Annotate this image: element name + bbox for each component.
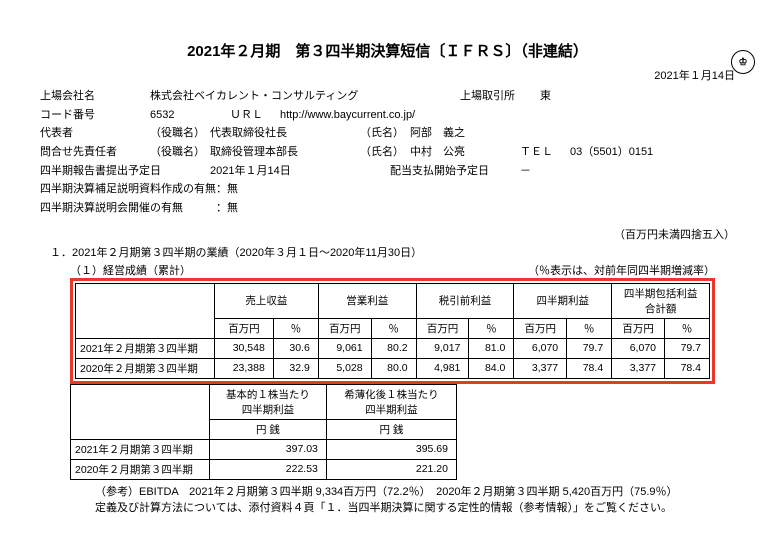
sub-1-left: （１）経営成績（累計） xyxy=(70,262,191,278)
th-pretax: 税引前利益 xyxy=(416,283,514,318)
row-label: 2020年２月期第３四半期 xyxy=(76,358,215,378)
cell: 222.53 xyxy=(210,459,327,479)
contact-title-label: （役職名） xyxy=(150,143,210,162)
exchange-label: 上場取引所 xyxy=(460,87,540,106)
th-pct: ％ xyxy=(371,318,416,338)
company-name: 株式会社ベイカレント・コンサルティング xyxy=(150,87,460,106)
th-unit: 百万円 xyxy=(318,318,371,338)
cell: 84.0 xyxy=(469,358,514,378)
contact-name: 中村 公亮 xyxy=(410,143,520,162)
rep-title-label: （役職名） xyxy=(150,124,210,143)
table-row: 2020年２月期第３四半期 23,38832.9 5,02880.0 4,981… xyxy=(76,358,710,378)
supplementary-label: 四半期決算補足説明資料作成の有無：無 xyxy=(40,180,238,199)
dividend-label: 配当支払開始予定日 xyxy=(390,162,520,181)
cell: 4,981 xyxy=(416,358,469,378)
th-unit: 百万円 xyxy=(514,318,567,338)
filing-label: 四半期報告書提出予定日 xyxy=(40,162,210,181)
th-q-profit: 四半期利益 xyxy=(514,283,612,318)
th-unit: 円 銭 xyxy=(210,419,327,439)
table-row: 2021年２月期第３四半期 30,54830.6 9,06180.2 9,017… xyxy=(76,338,710,358)
logo-mark: ♔ xyxy=(731,50,755,74)
contact-name-label: （氏名） xyxy=(360,143,410,162)
section-1-heading: １．2021年２月期第３四半期の業績（2020年３月１日～2020年11月30日… xyxy=(50,244,735,260)
th-unit: 円 銭 xyxy=(326,419,456,439)
table-row: 2021年２月期第３四半期 397.03 395.69 xyxy=(71,439,457,459)
cell: 32.9 xyxy=(273,358,318,378)
company-info: 上場会社名 株式会社ベイカレント・コンサルティング 上場取引所 東 コード番号 … xyxy=(40,87,735,218)
report-date: 2021年１月14日 xyxy=(40,67,735,83)
sub-1-right: （％表示は、対前年同四半期増減率） xyxy=(528,262,715,278)
row-label: 2020年２月期第３四半期 xyxy=(71,459,210,479)
row-label: 2021年２月期第３四半期 xyxy=(76,338,215,358)
eps-table: 基本的１株当たり 四半期利益 希薄化後１株当たり 四半期利益 円 銭 円 銭 2… xyxy=(70,384,457,480)
rep-label: 代表者 xyxy=(40,124,150,143)
rep-name-label: （氏名） xyxy=(360,124,410,143)
briefing-label: 四半期決算説明会開催の有無 ：無 xyxy=(40,199,238,218)
table-row: 2020年２月期第３四半期 222.53 221.20 xyxy=(71,459,457,479)
tel-label: ＴＥＬ xyxy=(520,143,570,162)
th-pct: ％ xyxy=(469,318,514,338)
highlighted-table-box: 売上収益 営業利益 税引前利益 四半期利益 四半期包括利益 合計額 百万円％ 百… xyxy=(70,278,715,384)
document-title: 2021年２月期 第３四半期決算短信〔ＩＦＲＳ〕（非連結） xyxy=(40,40,735,61)
cell: 79.7 xyxy=(567,338,612,358)
th-unit: 百万円 xyxy=(416,318,469,338)
th-op-profit: 営業利益 xyxy=(318,283,416,318)
url: http://www.baycurrent.co.jp/ xyxy=(280,106,415,125)
cell: 221.20 xyxy=(326,459,456,479)
code-label: コード番号 xyxy=(40,106,150,125)
cell: 30,548 xyxy=(215,338,274,358)
th-diluted-eps: 希薄化後１株当たり 四半期利益 xyxy=(326,384,456,419)
rep-name: 阿部 義之 xyxy=(410,124,465,143)
cell: 5,028 xyxy=(318,358,371,378)
cell: 80.2 xyxy=(371,338,416,358)
cell: 9,061 xyxy=(318,338,371,358)
cell: 81.0 xyxy=(469,338,514,358)
url-label: ＵＲＬ xyxy=(230,106,280,125)
cell: 79.7 xyxy=(665,338,710,358)
cell: 78.4 xyxy=(665,358,710,378)
contact-title: 取締役管理本部長 xyxy=(210,143,360,162)
cell: 30.6 xyxy=(273,338,318,358)
filing-date: 2021年１月14日 xyxy=(210,162,390,181)
dividend-date: － xyxy=(520,162,531,181)
rounding-note: （百万円未満四捨五入） xyxy=(40,226,735,242)
row-label: 2021年２月期第３四半期 xyxy=(71,439,210,459)
cell: 80.0 xyxy=(371,358,416,378)
cell: 395.69 xyxy=(326,439,456,459)
exchange: 東 xyxy=(540,87,551,106)
results-table: 売上収益 営業利益 税引前利益 四半期利益 四半期包括利益 合計額 百万円％ 百… xyxy=(75,283,710,379)
th-pct: ％ xyxy=(273,318,318,338)
tel: 03（5501）0151 xyxy=(570,143,653,162)
code: 6532 xyxy=(150,106,230,125)
cell: 3,377 xyxy=(612,358,665,378)
th-comprehensive: 四半期包括利益 合計額 xyxy=(612,283,710,318)
th-basic-eps: 基本的１株当たり 四半期利益 xyxy=(210,384,327,419)
cell: 397.03 xyxy=(210,439,327,459)
th-unit: 百万円 xyxy=(215,318,274,338)
cell: 6,070 xyxy=(514,338,567,358)
contact-label: 問合せ先責任者 xyxy=(40,143,150,162)
cell: 6,070 xyxy=(612,338,665,358)
cell: 23,388 xyxy=(215,358,274,378)
th-pct: ％ xyxy=(567,318,612,338)
cell: 3,377 xyxy=(514,358,567,378)
cell: 9,017 xyxy=(416,338,469,358)
company-name-label: 上場会社名 xyxy=(40,87,150,106)
th-unit: 百万円 xyxy=(612,318,665,338)
footnote: （参考）EBITDA 2021年２月期第３四半期 9,334百万円（72.2％）… xyxy=(95,484,705,517)
cell: 78.4 xyxy=(567,358,612,378)
rep-title: 代表取締役社長 xyxy=(210,124,360,143)
th-revenue: 売上収益 xyxy=(215,283,319,318)
th-pct: ％ xyxy=(665,318,710,338)
